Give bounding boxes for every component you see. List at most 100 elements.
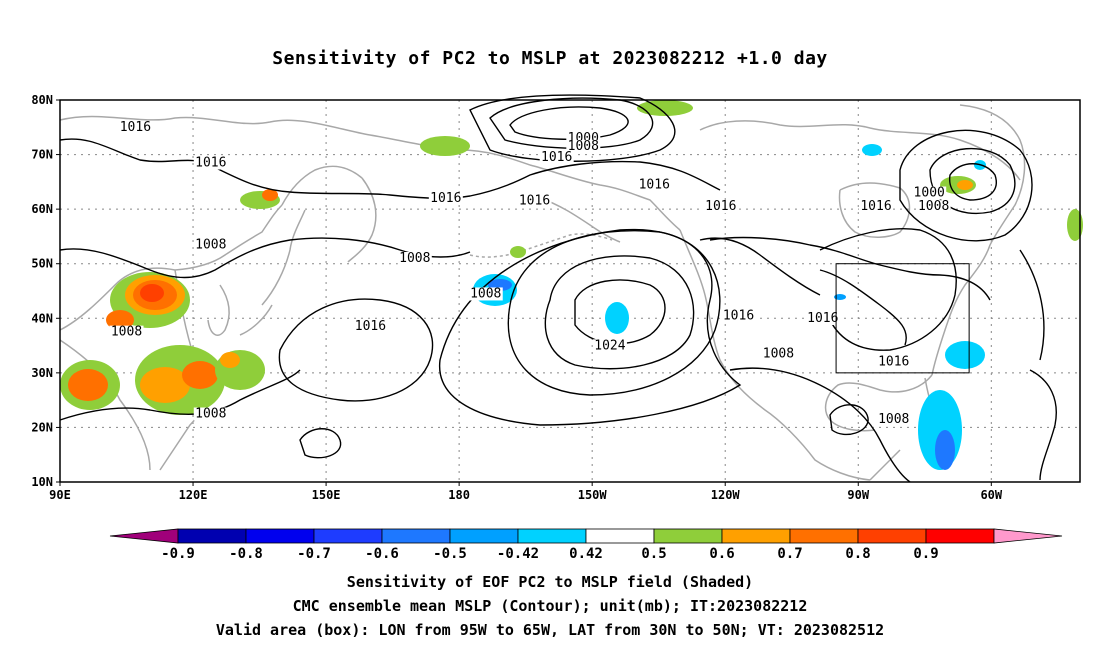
contour-label: 1016 xyxy=(120,120,151,135)
contour-label: 1016 xyxy=(430,191,461,206)
contour-label: 1016 xyxy=(541,150,572,165)
contour-label-bg xyxy=(592,339,627,353)
colorbar-swatch xyxy=(925,528,995,544)
contour-label-bg xyxy=(428,191,463,205)
colorbar-left-arrow xyxy=(109,528,179,544)
colorbar-label: 0.42 xyxy=(569,546,603,562)
valid-area-box xyxy=(835,263,970,374)
lon-tick-label: 150W xyxy=(578,488,608,502)
contour-label-bg xyxy=(109,325,144,339)
caption-line-2: CMC ensemble mean MSLP (Contour); unit(m… xyxy=(292,597,808,615)
lon-tick-label: 150E xyxy=(312,488,341,502)
map-frame xyxy=(59,99,1081,483)
colorbar-swatch xyxy=(721,528,791,544)
contour-label-layer: 1016101610161008100810161008100810081000… xyxy=(109,120,951,427)
contour-label: 1008 xyxy=(568,139,599,154)
contour-label: 1008 xyxy=(918,199,949,214)
lat-tick-label: 20N xyxy=(31,420,53,434)
caption-line-3: Valid area (box): LON from 95W to 65W, L… xyxy=(215,621,885,639)
sensitivity-shading xyxy=(60,100,1083,470)
colorbar-swatch xyxy=(313,528,383,544)
contour-label-bg xyxy=(397,251,432,265)
contour-label-bg xyxy=(566,140,601,154)
colorbar-swatch xyxy=(449,528,519,544)
colorbar-swatch xyxy=(177,528,247,544)
colorbar-right-arrow xyxy=(993,528,1063,544)
contour-label-bg xyxy=(912,186,947,200)
colorbar-label: 0.7 xyxy=(777,546,802,562)
colorbar-label: 0.8 xyxy=(845,546,870,562)
contour-label-bg xyxy=(876,355,911,369)
colorbar-label: 0.5 xyxy=(641,546,666,562)
lat-tick-label: 30N xyxy=(31,366,53,380)
contour-label: 1016 xyxy=(878,355,909,370)
contour-label: 1008 xyxy=(399,251,430,266)
contour-label-bg xyxy=(517,194,552,208)
lon-tick-label: 120E xyxy=(179,488,208,502)
colorbar-swatch xyxy=(789,528,859,544)
contour-label-bg xyxy=(703,200,738,214)
contour-label-bg xyxy=(859,200,893,214)
map-title: Sensitivity of PC2 to MSLP at 2023082212… xyxy=(272,48,828,69)
colorbar-label: -0.7 xyxy=(297,546,331,562)
contour-label: 1016 xyxy=(519,194,550,209)
contour-label: 1008 xyxy=(763,346,794,361)
contour-label-bg xyxy=(539,151,574,165)
colorbar-swatch xyxy=(381,528,451,544)
colorbar-label: -0.5 xyxy=(433,546,467,562)
lon-tick-label: 90W xyxy=(847,488,869,502)
lon-tick-label: 60W xyxy=(980,488,1002,502)
coastlines xyxy=(59,104,1026,481)
colorbar-label: -0.8 xyxy=(229,546,263,562)
lat-tick-label: 40N xyxy=(31,311,53,325)
contour-label: 1016 xyxy=(807,311,838,326)
colorbar: -0.9 -0.8 -0.7 -0.6 -0.5 -0.42 0.42 0.5 0.6 0.7 0.… xyxy=(109,528,1063,562)
contour-label: 1016 xyxy=(705,199,736,214)
colorbar-swatch xyxy=(245,528,315,544)
contour-label: 1008 xyxy=(470,286,501,301)
contour-label-bg xyxy=(721,309,756,323)
colorbar-label: -0.9 xyxy=(161,546,195,562)
colorbar-swatch xyxy=(857,528,927,544)
colorbar-label: 0.9 xyxy=(913,546,938,562)
contour-label-bg xyxy=(193,407,228,421)
colorbar-label: -0.42 xyxy=(497,546,539,562)
colorbar-swatch xyxy=(653,528,723,544)
lat-tick-label: 50N xyxy=(31,257,53,271)
lat-tick-label: 70N xyxy=(31,148,53,162)
contour-label: 1000 xyxy=(914,186,945,201)
contour-label: 1016 xyxy=(355,319,386,334)
contour-label-bg xyxy=(468,287,503,301)
lat-tick-label: 60N xyxy=(31,202,53,216)
contour-label-bg xyxy=(193,238,228,252)
contour-label: 1016 xyxy=(860,199,891,214)
contour-label-bg xyxy=(805,312,840,326)
colorbar-swatch xyxy=(517,528,587,544)
lon-tick-label: 120W xyxy=(711,488,741,502)
lon-tick-label: 180 xyxy=(448,488,470,502)
lat-tick-label: 80N xyxy=(31,93,53,107)
colorbar-swatch xyxy=(585,528,655,544)
contour-label-bg xyxy=(637,178,672,192)
contour-label: 1016 xyxy=(723,308,754,323)
contour-label: 1008 xyxy=(195,237,226,252)
colorbar-label: -0.6 xyxy=(365,546,399,562)
contour-label-bg xyxy=(118,121,153,135)
contour-label-bg xyxy=(916,200,951,214)
contour-label: 1024 xyxy=(594,338,625,353)
contour-label: 1008 xyxy=(111,325,142,340)
caption-line-1: Sensitivity of EOF PC2 to MSLP field (Sh… xyxy=(346,573,754,591)
contour-label-bg xyxy=(193,156,228,170)
contour-label: 1016 xyxy=(195,155,226,170)
contour-label: 1016 xyxy=(639,177,670,192)
lon-tick-label: 90E xyxy=(49,488,71,502)
contour-label-bg xyxy=(876,412,911,426)
contour-label-bg xyxy=(761,347,796,361)
contour-label: 1008 xyxy=(195,407,226,422)
lat-tick-label: 10N xyxy=(31,475,53,489)
colorbar-label: 0.6 xyxy=(709,546,734,562)
contour-label: 1008 xyxy=(878,412,909,427)
contour-label-bg xyxy=(353,320,388,334)
